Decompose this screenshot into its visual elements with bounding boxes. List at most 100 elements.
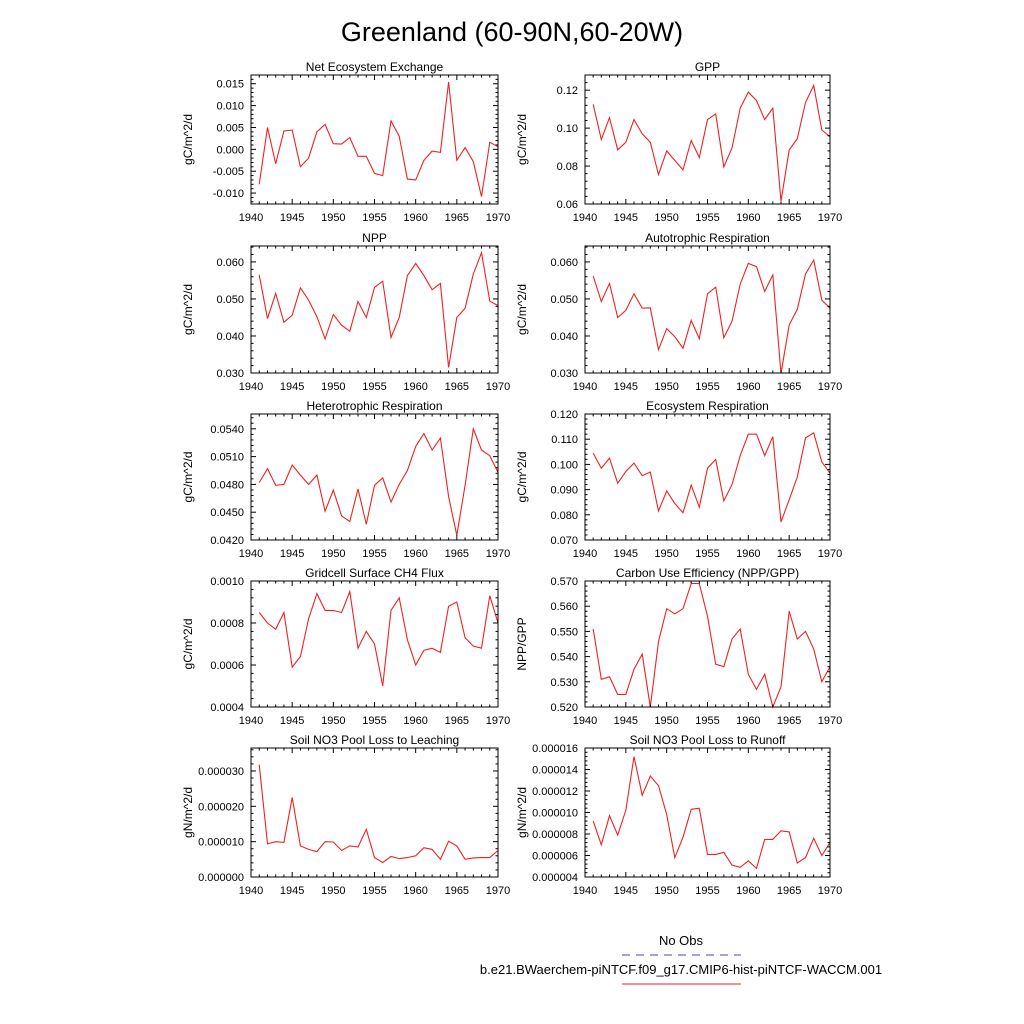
x-tick-label: 1940 bbox=[239, 212, 263, 224]
legend-label-no-obs: No Obs bbox=[659, 933, 704, 948]
x-tick-label: 1955 bbox=[695, 548, 719, 560]
x-tick-label: 1970 bbox=[818, 381, 842, 393]
panels-group: Net Ecosystem Exchange gC/m^2/d 1940 1945 19… bbox=[181, 60, 842, 897]
y-tick-label: 0.000016 bbox=[532, 743, 578, 755]
y-tick-label: 0.000010 bbox=[532, 808, 578, 820]
y-tick-label: 0.000014 bbox=[532, 765, 578, 777]
y-tick-label: 0.000000 bbox=[198, 872, 244, 884]
panel-heterotrophic-respiration: Heterotrophic Respiration gC/m^2/d 1940 194… bbox=[181, 399, 510, 560]
y-tick-label: 0.10 bbox=[557, 123, 578, 135]
y-tick-label: 0.12 bbox=[557, 85, 578, 97]
y-tick-label: 0.030 bbox=[216, 368, 244, 380]
panel-net-ecosystem-exchange: Net Ecosystem Exchange gC/m^2/d 1940 1945 19… bbox=[181, 60, 510, 224]
x-tick-label: 1960 bbox=[736, 715, 760, 727]
x-tick-label: 1965 bbox=[777, 885, 801, 897]
y-tick-label: 0.540 bbox=[550, 652, 578, 664]
y-tick-label: -0.005 bbox=[213, 166, 244, 178]
plot-frame bbox=[250, 74, 499, 205]
y-tick-label: 0.550 bbox=[550, 626, 578, 638]
x-tick-label: 1965 bbox=[445, 715, 469, 727]
x-tick-label: 1950 bbox=[321, 885, 345, 897]
y-axis-label: gC/m^2/d bbox=[515, 114, 529, 165]
plot-frame bbox=[250, 245, 499, 374]
y-axis-label: gC/m^2/d bbox=[181, 619, 195, 670]
panel-title: Carbon Use Efficiency (NPP/GPP) bbox=[616, 566, 799, 580]
x-tick-label: 1965 bbox=[777, 715, 801, 727]
x-tick-label: 1955 bbox=[362, 381, 386, 393]
x-tick-label: 1970 bbox=[486, 885, 510, 897]
plot-frame bbox=[584, 245, 831, 374]
x-tick-label: 1950 bbox=[654, 212, 678, 224]
plot-frame bbox=[584, 747, 831, 878]
panel-autotrophic-respiration: Autotrophic Respiration gC/m^2/d 1940 1945 1… bbox=[515, 231, 842, 393]
panel-soil-no3-pool-loss-to-leaching: Soil NO3 Pool Loss to Leaching gN/m^2/d 19… bbox=[181, 733, 510, 897]
y-tick-label: 0.0450 bbox=[210, 507, 244, 519]
y-tick-label: 0.0540 bbox=[210, 424, 244, 436]
y-tick-label: 0.570 bbox=[550, 576, 578, 588]
x-tick-label: 1955 bbox=[362, 212, 386, 224]
y-tick-label: 0.000020 bbox=[198, 801, 244, 813]
panel-title: Ecosystem Respiration bbox=[646, 399, 769, 413]
y-tick-label: -0.010 bbox=[213, 188, 244, 200]
x-tick-label: 1960 bbox=[403, 885, 427, 897]
series-line bbox=[592, 258, 831, 374]
y-tick-label: 0.110 bbox=[551, 434, 578, 446]
y-tick-label: 0.000006 bbox=[532, 851, 578, 863]
x-tick-label: 1940 bbox=[573, 212, 597, 224]
panel-npp: NPP gC/m^2/d 1940 1945 1950 1955 1960 1965 1970 0… bbox=[181, 231, 510, 393]
x-tick-label: 1960 bbox=[403, 548, 427, 560]
x-tick-label: 1965 bbox=[777, 381, 801, 393]
x-tick-label: 1945 bbox=[614, 212, 638, 224]
y-axis-label: gC/m^2/d bbox=[181, 452, 195, 503]
x-tick-label: 1970 bbox=[486, 381, 510, 393]
y-tick-label: 0.000030 bbox=[198, 766, 244, 778]
x-tick-label: 1965 bbox=[445, 212, 469, 224]
y-tick-label: 0.060 bbox=[216, 257, 244, 269]
x-tick-label: 1955 bbox=[695, 381, 719, 393]
y-tick-label: 0.000010 bbox=[198, 837, 244, 849]
y-axis-label: gN/m^2/d bbox=[515, 787, 529, 838]
panel-title: Net Ecosystem Exchange bbox=[306, 60, 444, 74]
x-tick-label: 1940 bbox=[573, 715, 597, 727]
y-tick-label: 0.0420 bbox=[210, 535, 244, 547]
y-axis-label: gC/m^2/d bbox=[515, 284, 529, 335]
x-tick-label: 1945 bbox=[614, 885, 638, 897]
y-axis-label: gC/m^2/d bbox=[181, 114, 195, 165]
x-tick-label: 1960 bbox=[736, 548, 760, 560]
figure-title: Greenland (60-90N,60-20W) bbox=[341, 17, 683, 47]
y-tick-label: 0.100 bbox=[550, 459, 578, 471]
x-tick-label: 1945 bbox=[280, 548, 304, 560]
x-tick-label: 1960 bbox=[736, 885, 760, 897]
y-tick-label: 0.0008 bbox=[210, 618, 244, 630]
x-tick-label: 1965 bbox=[777, 212, 801, 224]
series-line bbox=[592, 432, 831, 523]
y-tick-label: 0.005 bbox=[216, 122, 244, 134]
x-tick-label: 1940 bbox=[573, 885, 597, 897]
y-tick-label: 0.070 bbox=[550, 535, 578, 547]
panel-title: NPP bbox=[362, 231, 387, 245]
x-tick-label: 1945 bbox=[614, 381, 638, 393]
y-tick-label: 0.520 bbox=[550, 702, 578, 714]
x-tick-label: 1940 bbox=[573, 548, 597, 560]
plot-frame bbox=[250, 413, 499, 541]
y-tick-label: 0.000 bbox=[216, 144, 244, 156]
x-tick-label: 1970 bbox=[818, 885, 842, 897]
x-tick-label: 1950 bbox=[321, 381, 345, 393]
x-tick-label: 1965 bbox=[445, 548, 469, 560]
y-tick-label: 0.040 bbox=[550, 331, 578, 343]
series-line bbox=[258, 426, 499, 536]
x-tick-label: 1940 bbox=[239, 381, 263, 393]
x-tick-label: 1960 bbox=[736, 212, 760, 224]
y-tick-label: 0.090 bbox=[550, 485, 578, 497]
y-tick-label: 0.000008 bbox=[532, 829, 578, 841]
x-tick-label: 1940 bbox=[239, 885, 263, 897]
x-tick-label: 1960 bbox=[403, 381, 427, 393]
y-axis-label: gC/m^2/d bbox=[181, 284, 195, 335]
x-tick-label: 1945 bbox=[280, 715, 304, 727]
y-tick-label: 0.0480 bbox=[210, 479, 244, 491]
panel-ecosystem-respiration: Ecosystem Respiration gC/m^2/d 1940 1945 195… bbox=[515, 399, 842, 560]
panel-title: Gridcell Surface CH4 Flux bbox=[305, 566, 444, 580]
x-tick-label: 1945 bbox=[614, 715, 638, 727]
x-tick-label: 1940 bbox=[239, 548, 263, 560]
x-tick-label: 1955 bbox=[695, 715, 719, 727]
